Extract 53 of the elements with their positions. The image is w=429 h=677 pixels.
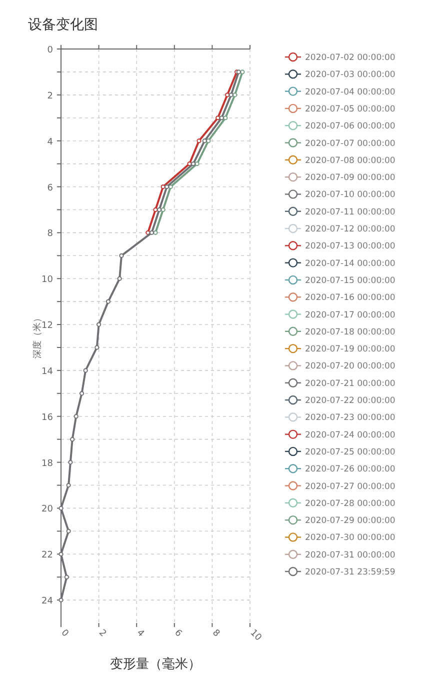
- y-tick-label: 10: [42, 275, 54, 286]
- legend-label: 2020-07-05 00:00:00: [305, 104, 396, 114]
- legend-label: 2020-07-17 00:00:00: [305, 310, 396, 320]
- y-tick-label: 16: [42, 412, 54, 423]
- legend-label: 2020-07-27 00:00:00: [305, 482, 396, 492]
- legend-label: 2020-07-16 00:00:00: [305, 293, 396, 304]
- legend-label: 2020-07-15 00:00:00: [305, 276, 396, 286]
- chart-title: 设备变化图: [28, 17, 98, 33]
- legend-label: 2020-07-04 00:00:00: [305, 87, 396, 98]
- legend-label: 2020-07-19 00:00:00: [305, 344, 396, 355]
- y-tick-label: 2: [47, 91, 53, 102]
- legend-label: 2020-07-03 00:00:00: [305, 70, 396, 80]
- x-tick-label: 2: [96, 628, 108, 640]
- legend-label: 2020-07-13 00:00:00: [305, 242, 396, 252]
- legend-label: 2020-07-31 00:00:00: [305, 550, 396, 560]
- x-tick-label: 8: [210, 628, 222, 640]
- x-tick-label: 10: [248, 628, 264, 644]
- legend-label: 2020-07-28 00:00:00: [305, 498, 396, 509]
- legend-label: 2020-07-09 00:00:00: [305, 173, 396, 184]
- legend-label: 2020-07-26 00:00:00: [305, 464, 396, 475]
- y-tick-label: 4: [47, 137, 54, 148]
- x-axis-title: 变形量（毫米）: [110, 656, 201, 672]
- legend-label: 2020-07-06 00:00:00: [305, 122, 396, 132]
- y-tick-label: 22: [42, 550, 53, 561]
- y-tick-label: 8: [47, 229, 54, 240]
- legend-label: 2020-07-08 00:00:00: [305, 156, 396, 166]
- x-tick-label: 6: [172, 628, 184, 640]
- y-tick-label: 0: [47, 46, 54, 56]
- legend-label: 2020-07-10 00:00:00: [305, 190, 396, 200]
- legend-label: 2020-07-23 00:00:00: [305, 413, 396, 424]
- legend-label: 2020-07-18 00:00:00: [305, 327, 396, 338]
- y-tick-label: 24: [42, 596, 54, 607]
- legend-label: 2020-07-11 00:00:00: [305, 207, 396, 218]
- x-tick-label: 4: [134, 628, 146, 640]
- legend-label: 2020-07-22 00:00:00: [305, 396, 396, 406]
- legend-label: 2020-07-30 00:00:00: [305, 533, 396, 544]
- legend-label: 2020-07-02 00:00:00: [305, 53, 396, 63]
- legend-label: 2020-07-21 00:00:00: [305, 378, 396, 389]
- y-axis-title: 深度（米）: [32, 314, 43, 358]
- legend-label: 2020-07-31 23:59:59: [305, 568, 396, 578]
- legend-label: 2020-07-20 00:00:00: [305, 362, 396, 372]
- x-tick-label: 0: [58, 628, 70, 640]
- legend-label: 2020-07-24 00:00:00: [305, 430, 396, 440]
- legend-label: 2020-07-29 00:00:00: [305, 516, 396, 526]
- legend-label: 2020-07-14 00:00:00: [305, 258, 396, 269]
- y-tick-label: 12: [42, 321, 53, 332]
- legend-label: 2020-07-25 00:00:00: [305, 447, 396, 458]
- y-tick-label: 20: [42, 504, 54, 515]
- legend-label: 2020-07-07 00:00:00: [305, 138, 396, 149]
- y-tick-label: 18: [42, 458, 54, 469]
- y-tick-label: 6: [47, 183, 54, 194]
- legend-label: 2020-07-12 00:00:00: [305, 224, 396, 234]
- y-tick-label: 14: [42, 366, 54, 377]
